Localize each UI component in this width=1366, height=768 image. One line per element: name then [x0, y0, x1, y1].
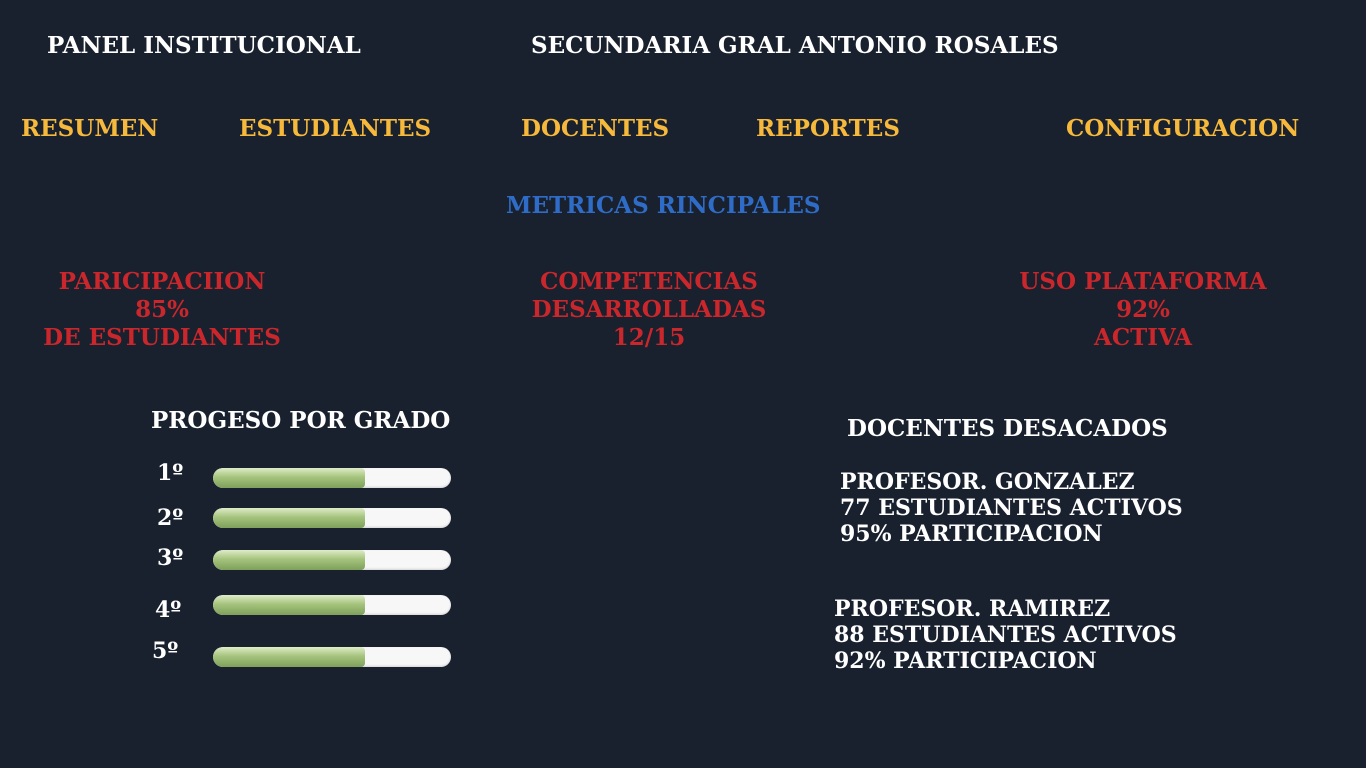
metric-card-participacion: PARICIPACIION 85% DE ESTUDIANTES: [12, 268, 312, 352]
metric-label: USO PLATAFORMA: [1019, 268, 1267, 295]
metric-caption: DESARROLLADAS: [531, 296, 767, 323]
teacher-name: PROFESOR. RAMIREZ: [834, 596, 1111, 622]
metric-label: PARICIPACIION: [58, 268, 266, 295]
grade-progress-bar: [213, 508, 451, 528]
metric-value: 12/15: [612, 324, 686, 351]
metric-label: COMPETENCIAS: [540, 268, 758, 295]
nav-item-resumen[interactable]: RESUMEN: [21, 115, 159, 142]
teacher-name: PROFESOR. GONZALEZ: [840, 469, 1135, 495]
grade-label: 4º: [155, 597, 182, 623]
grade-progress-fill: [213, 647, 366, 667]
metric-caption: ACTIVA: [1094, 324, 1192, 351]
grade-progress-fill: [213, 508, 366, 528]
grade-progress-fill: [213, 468, 366, 488]
metric-value: 85%: [135, 296, 189, 323]
grade-progress-bar: [213, 550, 451, 570]
progress-section-title: PROGESO POR GRADO: [151, 407, 451, 434]
grade-progress-bar: [213, 468, 451, 488]
school-name: SECUNDARIA GRAL ANTONIO ROSALES: [531, 32, 1059, 59]
metric-card-uso-plataforma: USO PLATAFORMA 92% ACTIVA: [993, 268, 1293, 352]
teachers-section-title: DOCENTES DESACADOS: [847, 415, 1168, 442]
grade-label: 2º: [157, 505, 184, 531]
panel-title: PANEL INSTITUCIONAL: [47, 32, 361, 59]
nav-item-estudiantes[interactable]: ESTUDIANTES: [239, 115, 432, 142]
nav-item-configuracion[interactable]: CONFIGURACION: [1066, 115, 1300, 142]
teacher-students: 88 ESTUDIANTES ACTIVOS: [834, 622, 1177, 648]
teacher-card: PROFESOR. GONZALEZ 77 ESTUDIANTES ACTIVO…: [840, 469, 1183, 547]
metric-card-competencias: COMPETENCIAS DESARROLLADAS 12/15: [499, 268, 799, 352]
grade-label: 1º: [157, 460, 184, 486]
grade-progress-fill: [213, 550, 366, 570]
metric-caption: DE ESTUDIANTES: [43, 324, 281, 351]
grade-progress-bar: [213, 595, 451, 615]
grade-progress-fill: [213, 595, 366, 615]
metrics-section-title: METRICAS RINCIPALES: [506, 192, 821, 219]
grade-label: 5º: [152, 638, 179, 664]
teacher-participation: 92% PARTICIPACION: [834, 648, 1097, 674]
teacher-card: PROFESOR. RAMIREZ 88 ESTUDIANTES ACTIVOS…: [834, 596, 1177, 674]
teacher-participation: 95% PARTICIPACION: [840, 521, 1103, 547]
metric-value: 92%: [1116, 296, 1170, 323]
grade-label: 3º: [157, 545, 184, 571]
teacher-students: 77 ESTUDIANTES ACTIVOS: [840, 495, 1183, 521]
nav-item-docentes[interactable]: DOCENTES: [521, 115, 670, 142]
nav-item-reportes[interactable]: REPORTES: [756, 115, 900, 142]
grade-progress-bar: [213, 647, 451, 667]
